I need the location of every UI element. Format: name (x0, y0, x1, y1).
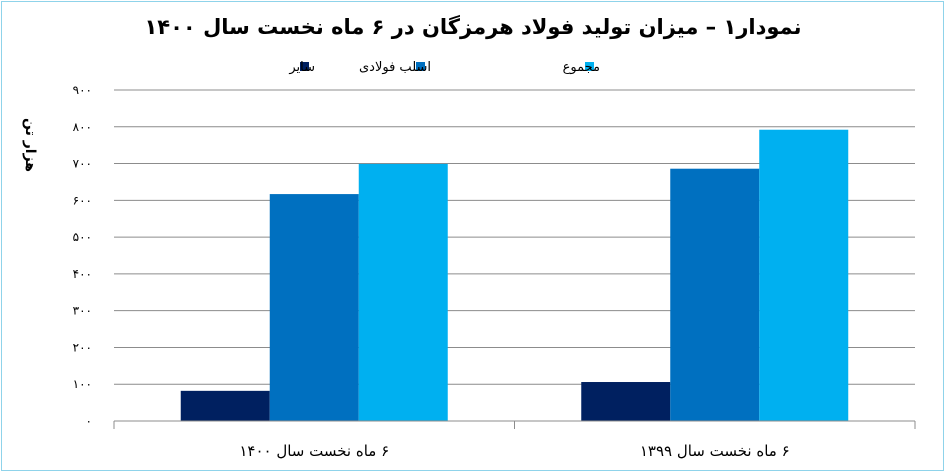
chart-title: نمودار۱ – میزان تولید فولاد هرمزگان در ۶… (144, 14, 801, 39)
bar-0-1 (581, 382, 671, 421)
legend-swatch (585, 62, 594, 71)
y-tick-label: ۴۰۰ (73, 267, 92, 281)
bar-1-0 (269, 194, 359, 421)
y-tick-label: ۵۰۰ (73, 230, 92, 244)
x-category-label: ۶ ماه نخست سال ۱۳۹۹ (640, 442, 790, 460)
y-tick-label: ۶۰۰ (73, 193, 92, 207)
legend-label: سایر (288, 60, 315, 75)
legend-label: اسلب فولادی (359, 60, 431, 75)
bars (180, 129, 849, 421)
y-axis-ticks: ۰ ۱۰۰ ۲۰۰ ۳۰۰ ۴۰۰ ۵۰۰ ۶۰۰ ۷۰۰ ۸۰۰ ۹۰۰ (73, 83, 92, 428)
y-tick-label: ۹۰۰ (73, 83, 92, 97)
y-tick-label: ۲۰۰ (73, 340, 92, 354)
bar-1-1 (670, 168, 760, 421)
legend-swatch (416, 62, 425, 71)
x-axis: ۶ ماه نخست سال ۱۴۰۰ ۶ ماه نخست سال ۱۳۹۹ (113, 420, 916, 460)
legend: سایر اسلب فولادی مجموع (288, 60, 600, 75)
legend-label: مجموع (563, 60, 600, 75)
y-tick-label: ۰ (86, 414, 92, 428)
bar-2-0 (358, 163, 448, 421)
y-tick-label: ۱۰۰ (73, 377, 92, 391)
x-category-label: ۶ ماه نخست سال ۱۴۰۰ (239, 442, 389, 460)
y-tick-label: ۸۰۰ (73, 120, 92, 134)
y-tick-label: ۷۰۰ (73, 157, 92, 171)
bar-2-1 (759, 129, 849, 421)
bar-0-0 (180, 390, 270, 421)
legend-swatch (300, 62, 309, 71)
y-axis-label: هزار تن (22, 118, 38, 172)
y-tick-label: ۳۰۰ (73, 304, 92, 318)
